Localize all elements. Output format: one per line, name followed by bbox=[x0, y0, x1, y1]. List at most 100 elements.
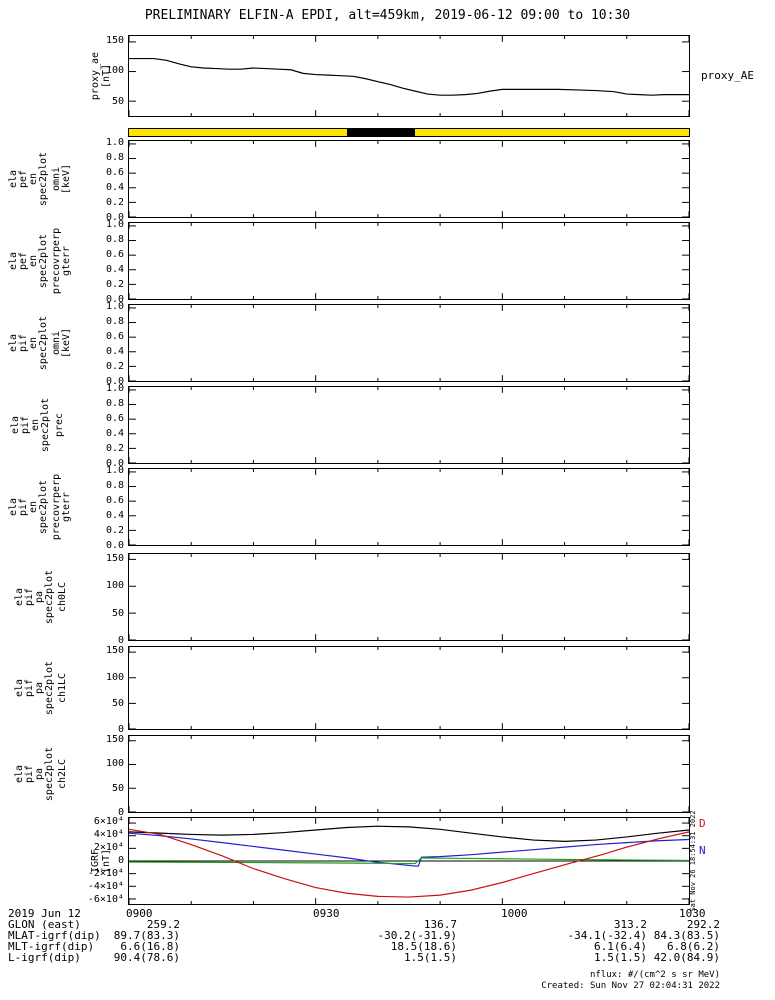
y-tick-label: 0 bbox=[117, 807, 124, 818]
y-tick-label: 150 bbox=[105, 552, 124, 564]
panel-ela-pif-pa-ch1lc bbox=[128, 646, 690, 730]
pif-pa-ch0lc-plot-area bbox=[129, 554, 689, 640]
y-tick-label: 0.2 bbox=[105, 279, 124, 290]
page-title: PRELIMINARY ELFIN-A EPDI, alt=459km, 201… bbox=[144, 8, 631, 23]
panel-left-label-word: spec2plot bbox=[44, 569, 55, 625]
y-tick-label: 0.4 bbox=[105, 346, 124, 357]
y-tick-label: 100 bbox=[105, 580, 124, 591]
y-tick-label: 50 bbox=[111, 697, 124, 709]
panel-ela-pif-pa-ch2lc bbox=[128, 735, 690, 813]
pif-en-precovrperp-plot-area bbox=[129, 469, 689, 545]
y-tick-label: 0.0 bbox=[105, 540, 124, 551]
panel-left-label-word: ch1LC bbox=[57, 672, 68, 704]
x-tick-0900: 0900 bbox=[126, 907, 153, 920]
panel-left-label-word: spec2plot bbox=[44, 746, 55, 802]
footer-value: 84.3(83.5) bbox=[653, 929, 720, 942]
y-tick-label: 0.0 bbox=[105, 212, 124, 223]
footer-row-label: GLON (east) bbox=[8, 918, 81, 931]
y-tick-label: 0.4 bbox=[105, 182, 124, 193]
igrf-d-label: D bbox=[699, 817, 706, 830]
panel-ela-pif-en-prec bbox=[128, 386, 690, 464]
panel-left-label-word: spec2plot bbox=[40, 397, 51, 453]
y-tick-label: 1.0 bbox=[105, 383, 124, 394]
footer-value: 292.2 bbox=[686, 918, 720, 931]
footer-value: -30.2(-31.9) bbox=[377, 929, 457, 942]
y-tick-label: -2×10⁴ bbox=[87, 867, 124, 879]
panel-igrf bbox=[128, 817, 690, 905]
y-tick-label: 0.8 bbox=[105, 480, 124, 491]
panel-left-label-word: proxy_ae bbox=[90, 51, 101, 101]
y-tick-label: 150 bbox=[105, 733, 124, 745]
y-tick-label: 1.0 bbox=[105, 219, 124, 230]
proxy-ae-right-label: proxy_AE bbox=[701, 69, 754, 82]
panel-left-label-word: [keV] bbox=[61, 163, 72, 195]
y-tick-label: 50 bbox=[111, 607, 124, 619]
footer-value: 1.5(1.5) bbox=[404, 951, 457, 964]
y-tick-label: 0.4 bbox=[105, 510, 124, 521]
created-timestamp: Created: Sun Nov 27 02:04:31 2022 bbox=[541, 981, 720, 991]
x-tick-1030: 1030 bbox=[679, 907, 706, 920]
footer-row-glon: GLON (east) 259.2 136.7 313.2 292.2 bbox=[0, 918, 775, 931]
footer-row-label: MLAT-igrf(dip) bbox=[8, 929, 101, 942]
footer-value: 313.2 bbox=[613, 918, 647, 931]
footer-value: 89.7(83.3) bbox=[113, 929, 180, 942]
footer-row-mlat: MLAT-igrf(dip) 89.7(83.3) -30.2(-31.9) -… bbox=[0, 929, 775, 942]
footer-row-l: L-igrf(dip) 90.4(78.6) 1.5(1.5) 1.5(1.5)… bbox=[0, 951, 775, 964]
footer-row-label: L-igrf(dip) bbox=[8, 951, 81, 964]
panel-left-label-word: [keV] bbox=[61, 327, 72, 359]
panel-left-label-word: spec2plot bbox=[38, 151, 49, 207]
y-tick-label: 0.6 bbox=[105, 167, 124, 178]
panel-left-label-word: gterr bbox=[61, 491, 72, 523]
pif-pa-ch2lc-plot-area bbox=[129, 736, 689, 812]
date-label: 2019 Jun 12 bbox=[8, 907, 81, 920]
footer-value: 6.6(16.8) bbox=[120, 940, 180, 953]
y-tick-label: 0.8 bbox=[105, 398, 124, 409]
y-tick-label: 4×10⁴ bbox=[93, 829, 124, 841]
panel-proxy-ae bbox=[128, 35, 690, 117]
nflux-units-note: nflux: #/(cm^2 s sr MeV) bbox=[589, 970, 720, 980]
y-tick-label: 150 bbox=[105, 35, 124, 47]
igrf-n-label: N bbox=[699, 844, 706, 857]
footer-value: 6.8(6.2) bbox=[667, 940, 720, 953]
footer-value: 6.1(6.4) bbox=[594, 940, 647, 953]
panel-left-label-word: prec bbox=[54, 412, 65, 438]
y-tick-label: 0.0 bbox=[105, 458, 124, 469]
y-tick-label: 1.0 bbox=[105, 301, 124, 312]
igrf-plot-area bbox=[129, 818, 689, 904]
y-tick-label: 0.6 bbox=[105, 413, 124, 424]
y-tick-label: 0.6 bbox=[105, 249, 124, 260]
footer-value: 90.4(78.6) bbox=[113, 951, 180, 964]
y-tick-label: -4×10⁴ bbox=[87, 880, 124, 892]
footer-value: -34.1(-32.4) bbox=[567, 929, 647, 942]
y-tick-label: 1.0 bbox=[105, 137, 124, 148]
x-tick-0930: 0930 bbox=[313, 907, 340, 920]
proxy-ae-plot-area bbox=[129, 36, 689, 116]
y-tick-label: 0.6 bbox=[105, 331, 124, 342]
panel-ela-pif-en-omni bbox=[128, 304, 690, 382]
y-tick-label: 0.6 bbox=[105, 495, 124, 506]
y-tick-label: -6×10⁴ bbox=[87, 893, 124, 905]
footer-value: 259.2 bbox=[146, 918, 180, 931]
panel-left-label-word: ch0LC bbox=[57, 581, 68, 613]
y-tick-label: 100 bbox=[105, 65, 124, 77]
y-tick-label: 1.0 bbox=[105, 465, 124, 476]
sunlight-status-bar bbox=[128, 128, 690, 137]
panel-ela-pef-en-omni bbox=[128, 140, 690, 218]
y-tick-label: 50 bbox=[111, 782, 124, 794]
y-tick-label: 0.4 bbox=[105, 428, 124, 439]
pif-en-omni-plot-area bbox=[129, 305, 689, 381]
panel-left-label-word: spec2plot bbox=[44, 660, 55, 716]
panel-left-label-word: [nT] bbox=[101, 848, 112, 874]
side-timestamp: Sat Nov 26 18:54:31 2022 bbox=[689, 810, 697, 912]
y-tick-label: 150 bbox=[105, 645, 124, 657]
y-tick-label: 0.8 bbox=[105, 316, 124, 327]
footer-row-mlt: MLT-igrf(dip) 6.6(16.8) 18.5(18.6) 6.1(6… bbox=[0, 940, 775, 953]
y-tick-label: 0 bbox=[117, 635, 124, 646]
shadow-segment bbox=[346, 129, 416, 136]
y-tick-label: 50 bbox=[111, 95, 124, 107]
y-tick-label: 0.2 bbox=[105, 443, 124, 454]
footer-value: 1.5(1.5) bbox=[594, 951, 647, 964]
footer-value: 42.0(84.9) bbox=[653, 951, 720, 964]
footer-value: 18.5(18.6) bbox=[390, 940, 457, 953]
panel-left-label-word: spec2plot bbox=[38, 233, 49, 289]
